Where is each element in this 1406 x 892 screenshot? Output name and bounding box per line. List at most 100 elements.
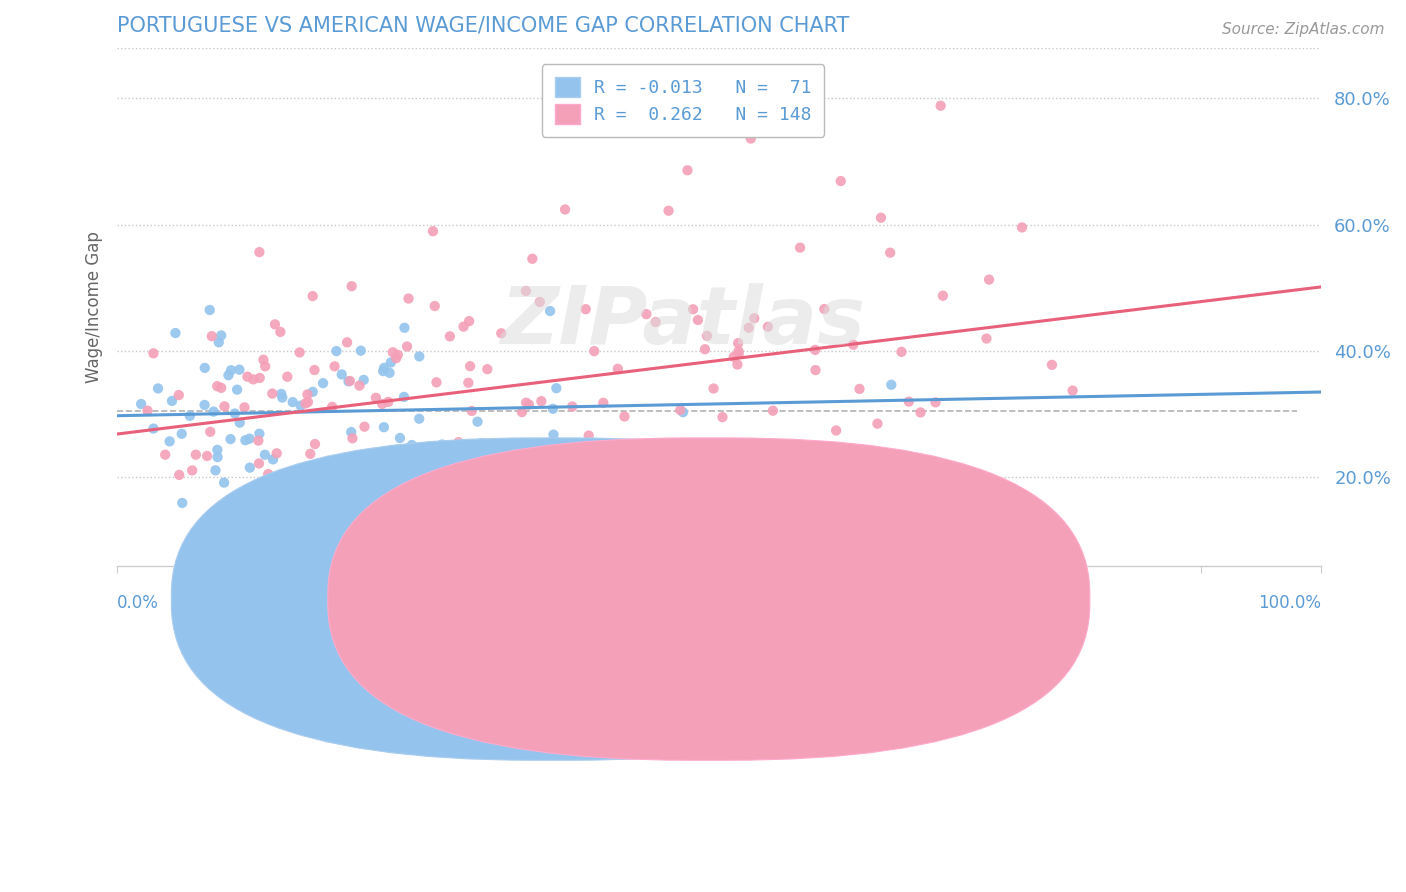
- Point: [669, 403, 692, 417]
- Point: [165, 326, 187, 340]
- Point: [304, 363, 326, 377]
- Point: [349, 556, 371, 570]
- Point: [392, 390, 415, 404]
- Point: [290, 399, 312, 413]
- Point: [897, 394, 920, 409]
- Point: [297, 387, 319, 401]
- Point: [262, 452, 284, 467]
- Point: [592, 396, 614, 410]
- Point: [170, 426, 193, 441]
- Point: [269, 325, 291, 339]
- Point: [432, 437, 454, 451]
- Point: [217, 368, 239, 383]
- Point: [253, 448, 276, 462]
- Point: [458, 359, 481, 374]
- Point: [353, 419, 375, 434]
- Point: [323, 359, 346, 374]
- Point: [377, 395, 399, 409]
- Point: [1062, 384, 1084, 398]
- Point: [208, 335, 231, 350]
- Point: [575, 302, 598, 317]
- Point: [440, 558, 463, 573]
- Point: [1011, 220, 1033, 235]
- Point: [546, 381, 568, 395]
- Point: [236, 369, 259, 384]
- Point: [200, 425, 222, 439]
- Point: [696, 329, 718, 343]
- Point: [457, 376, 479, 390]
- Point: [561, 400, 583, 414]
- Point: [789, 241, 811, 255]
- Point: [371, 397, 394, 411]
- Point: [247, 245, 270, 260]
- Point: [727, 347, 749, 361]
- Point: [207, 442, 229, 457]
- Text: 100.0%: 100.0%: [1258, 594, 1320, 613]
- Point: [453, 449, 475, 463]
- Point: [194, 360, 217, 375]
- Point: [727, 336, 749, 351]
- Point: [229, 416, 252, 430]
- Point: [201, 329, 224, 343]
- Point: [323, 463, 346, 477]
- Point: [266, 446, 288, 460]
- Point: [450, 558, 472, 573]
- Point: [447, 435, 470, 450]
- Point: [727, 344, 749, 359]
- Point: [384, 542, 406, 557]
- Point: [321, 400, 343, 414]
- Point: [340, 425, 363, 439]
- Point: [583, 344, 606, 359]
- Point: [301, 384, 323, 399]
- Point: [432, 458, 454, 472]
- Point: [515, 395, 537, 409]
- Text: PORTUGUESE VS AMERICAN WAGE/INCOME GAP CORRELATION CHART: PORTUGUESE VS AMERICAN WAGE/INCOME GAP C…: [117, 15, 849, 35]
- Point: [373, 420, 395, 434]
- Point: [762, 403, 785, 417]
- Point: [312, 376, 335, 391]
- Point: [360, 449, 382, 463]
- Point: [264, 318, 287, 332]
- Point: [952, 491, 974, 506]
- Point: [825, 424, 848, 438]
- Point: [226, 383, 249, 397]
- Point: [219, 363, 242, 377]
- Point: [336, 335, 359, 350]
- Point: [204, 463, 226, 477]
- Point: [247, 457, 270, 471]
- Point: [676, 163, 699, 178]
- Point: [184, 448, 207, 462]
- Point: [312, 475, 335, 490]
- Point: [866, 417, 889, 431]
- Point: [325, 344, 347, 359]
- Text: Americans: Americans: [737, 590, 825, 607]
- Point: [288, 345, 311, 359]
- Point: [879, 245, 901, 260]
- Point: [239, 460, 262, 475]
- Point: [401, 438, 423, 452]
- Point: [439, 329, 461, 343]
- Point: [606, 361, 628, 376]
- Point: [281, 395, 304, 409]
- Point: [1040, 358, 1063, 372]
- Point: [440, 498, 463, 512]
- Y-axis label: Wage/Income Gap: Wage/Income Gap: [86, 231, 103, 383]
- Point: [723, 350, 745, 364]
- Point: [976, 332, 998, 346]
- Point: [262, 386, 284, 401]
- Point: [756, 319, 779, 334]
- Point: [636, 307, 658, 321]
- Point: [890, 344, 912, 359]
- Point: [259, 472, 281, 486]
- Point: [142, 346, 165, 360]
- Point: [394, 320, 416, 334]
- Point: [512, 442, 534, 457]
- Point: [160, 393, 183, 408]
- Point: [254, 359, 277, 374]
- Point: [381, 345, 404, 359]
- Point: [136, 403, 159, 417]
- Point: [340, 279, 363, 293]
- Point: [380, 355, 402, 369]
- Point: [233, 401, 256, 415]
- Point: [207, 379, 229, 393]
